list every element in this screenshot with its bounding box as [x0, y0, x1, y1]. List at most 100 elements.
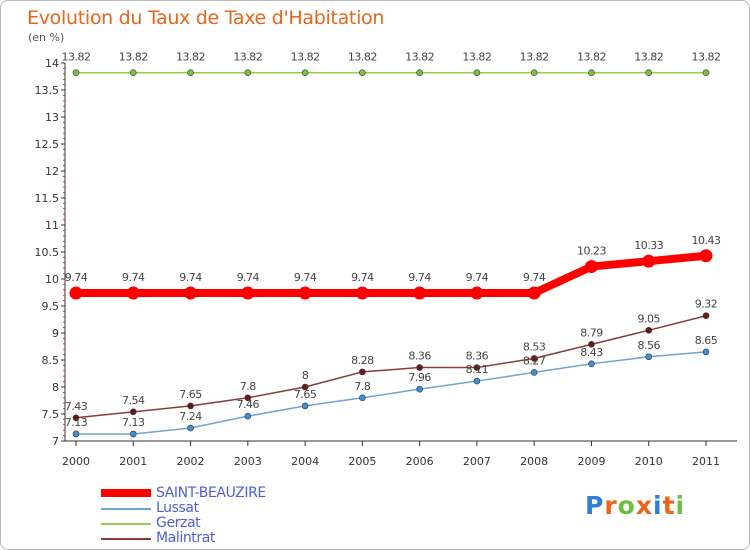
data-label: 7.96	[408, 371, 431, 384]
data-point	[416, 69, 423, 77]
x-tick-label: 2009	[577, 455, 605, 468]
x-tick-label: 2006	[406, 455, 434, 468]
data-label: 10.23	[577, 245, 606, 258]
data-point	[359, 69, 366, 77]
data-label: 9.74	[65, 271, 88, 284]
data-point	[588, 69, 595, 77]
data-point	[530, 69, 538, 77]
series-points	[69, 69, 713, 438]
data-point	[244, 412, 252, 420]
data-point	[359, 394, 366, 402]
data-label: 7.65	[294, 388, 317, 401]
legend-item-lussat: Lussat	[101, 500, 301, 517]
data-point	[702, 312, 710, 320]
data-label: 9.74	[466, 271, 489, 284]
data-point	[527, 286, 541, 300]
x-tick-label: 2002	[177, 455, 205, 468]
x-tick-label: 2011	[692, 455, 720, 468]
data-point	[301, 383, 309, 391]
data-label: 13.82	[692, 51, 721, 64]
legend-swatch-lussat	[101, 508, 151, 510]
data-label: 8.79	[580, 326, 603, 339]
legend-swatch-gerzat	[101, 523, 151, 525]
data-point	[355, 286, 369, 300]
data-point	[645, 69, 653, 77]
data-point	[244, 69, 252, 77]
data-label: 13.82	[119, 51, 148, 64]
data-point	[530, 369, 538, 376]
data-point	[72, 414, 80, 422]
data-point	[473, 377, 481, 385]
legend-item-malintrat: Malintrat	[101, 530, 301, 547]
x-tick-label: 2004	[291, 455, 319, 468]
data-label: 10.33	[634, 239, 663, 252]
data-label: 8.65	[695, 334, 718, 347]
x-tick-label: 2005	[348, 455, 376, 468]
data-point	[298, 286, 312, 300]
line-chart: 7 7.5 8 8.5 9 9.5 10 10.5 11 11.5 12 12.5 13 13.5 14 20…	[35, 51, 737, 468]
data-point	[645, 326, 653, 334]
data-label: 8.36	[466, 350, 489, 363]
y-tick-label: 7.5	[42, 408, 60, 421]
data-label: 9.74	[523, 271, 546, 284]
logo-letter: t	[662, 491, 676, 520]
data-label: 9.74	[294, 271, 317, 284]
data-point	[645, 353, 653, 361]
y-tick-label: 12.5	[35, 138, 60, 151]
data-point	[642, 254, 656, 268]
y-tick-label: 14	[45, 57, 59, 70]
data-point	[187, 424, 194, 432]
data-point	[244, 394, 252, 402]
data-point	[129, 430, 137, 438]
data-label: 7.65	[179, 388, 202, 401]
data-point	[187, 402, 194, 410]
logo-letter: i	[653, 491, 663, 520]
data-point	[187, 69, 194, 77]
data-point	[359, 368, 366, 376]
y-tick-label: 8	[52, 381, 59, 394]
logo-letter: r	[604, 491, 618, 520]
logo-letter: o	[617, 491, 636, 520]
chart-title: Evolution du Taux de Taxe d'Habitation	[27, 7, 385, 29]
data-point	[588, 360, 595, 368]
data-point	[473, 69, 481, 77]
legend-item-gerzat: Gerzat	[101, 515, 301, 532]
data-point	[470, 286, 484, 300]
data-label: 8.11	[466, 363, 489, 376]
data-label: 8.53	[523, 340, 546, 353]
legend-label-saint-beauzire: SAINT-BEAUZIRE	[156, 485, 266, 501]
unit-label: (en %)	[28, 31, 65, 44]
data-point	[699, 249, 713, 263]
data-label: 13.82	[62, 51, 91, 64]
data-point	[301, 402, 309, 410]
data-point	[413, 286, 427, 300]
data-point	[702, 69, 710, 77]
legend-label-malintrat: Malintrat	[156, 530, 216, 546]
x-tick-label: 2010	[635, 455, 663, 468]
data-label: 7.24	[179, 410, 202, 423]
data-point	[129, 69, 137, 77]
data-label: 7.43	[65, 400, 88, 413]
data-label: 8.56	[637, 339, 660, 352]
data-point	[69, 286, 83, 300]
x-tick-label: 2008	[520, 455, 548, 468]
y-tick-label: 7	[52, 435, 59, 448]
data-label: 8	[302, 369, 309, 382]
data-label: 9.32	[695, 298, 718, 311]
data-label: 7.8	[354, 380, 370, 393]
data-label: 9.05	[637, 312, 660, 325]
data-label: 13.82	[291, 51, 320, 64]
data-point	[530, 355, 538, 362]
data-label: 9.74	[179, 271, 202, 284]
data-label: 8.28	[351, 354, 374, 367]
axes: 7 7.5 8 8.5 9 9.5 10 10.5 11 11.5 12 12.5 13 13.5 14 20…	[35, 57, 737, 468]
data-point	[301, 69, 309, 77]
data-label: 13.82	[577, 51, 606, 64]
data-label: 13.82	[348, 51, 377, 64]
data-label: 13.82	[233, 51, 262, 64]
legend-label-gerzat: Gerzat	[156, 515, 201, 531]
data-point	[72, 69, 80, 77]
logo-letter: x	[635, 491, 653, 520]
data-point	[473, 364, 481, 371]
data-label: 9.74	[122, 271, 145, 284]
